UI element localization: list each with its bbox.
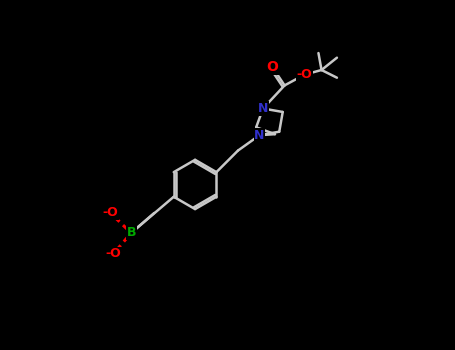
- Text: -O: -O: [102, 206, 118, 219]
- Text: -O: -O: [106, 247, 121, 260]
- Text: -O: -O: [297, 68, 313, 81]
- Text: B: B: [126, 226, 136, 239]
- Text: N: N: [258, 102, 268, 115]
- Text: O: O: [266, 60, 278, 74]
- Text: N: N: [254, 129, 265, 142]
